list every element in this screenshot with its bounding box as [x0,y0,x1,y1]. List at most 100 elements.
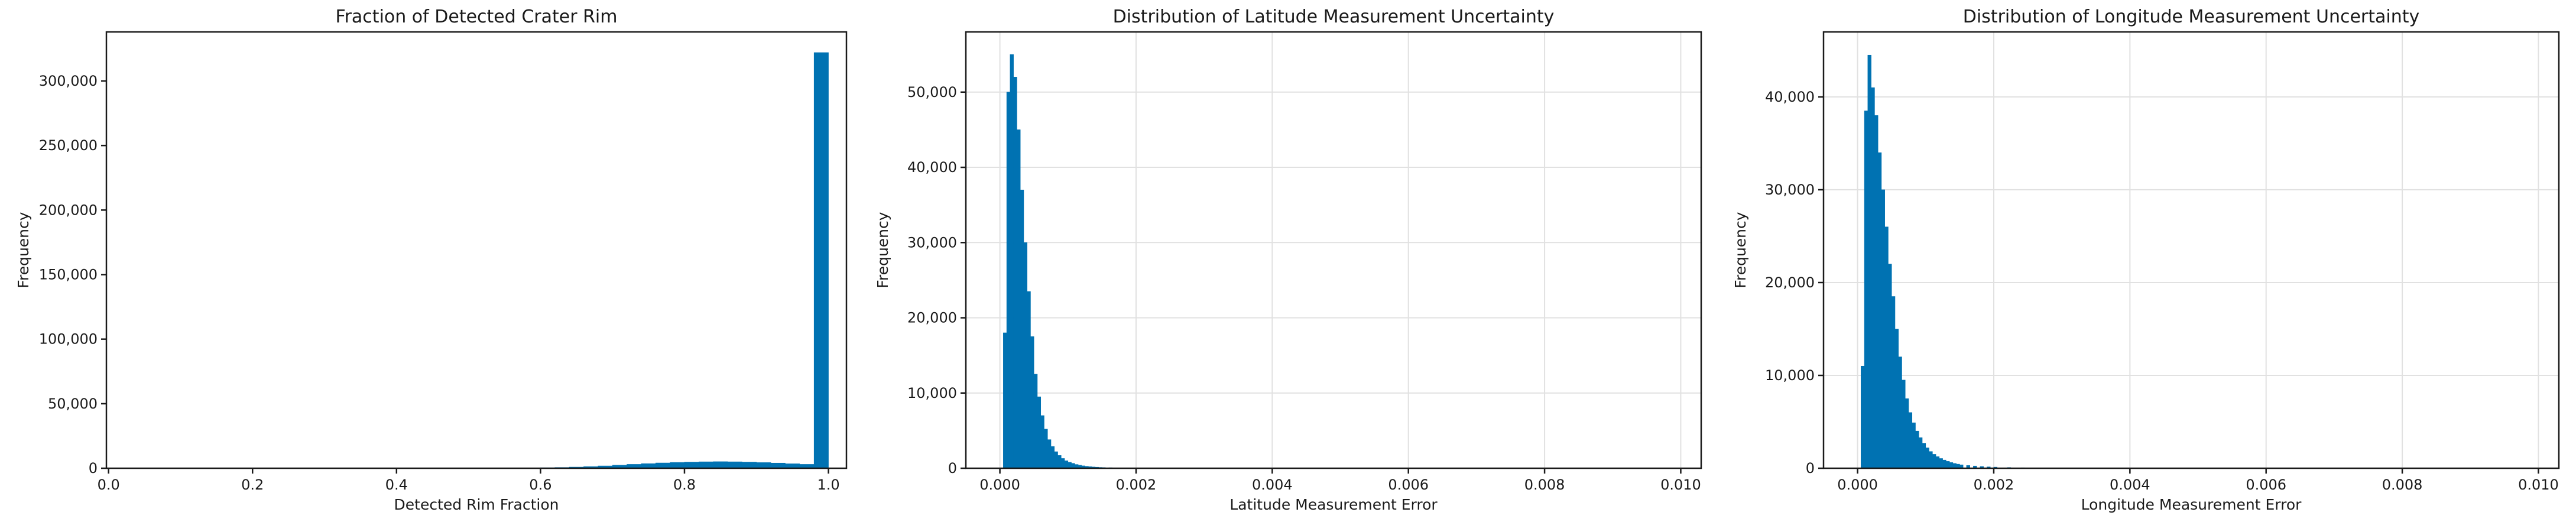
histogram-bar [1881,190,1885,468]
chart-title: Fraction of Detected Crater Rim [336,7,618,27]
x-tick-label: 0.002 [1974,477,2014,493]
chart-title: Distribution of Latitude Measurement Unc… [1113,7,1555,27]
histogram-bar [1017,129,1020,468]
y-tick-label: 100,000 [39,331,98,348]
histogram-bar [1044,429,1047,468]
histogram-bar [1929,452,1933,468]
y-tick-label: 0 [948,460,957,477]
histogram-bar [1926,448,1929,468]
histogram-bar [1020,190,1024,468]
histogram-bar [728,462,742,468]
x-tick-label: 0.6 [529,477,551,493]
histogram-bar [1058,455,1062,468]
x-axis-label: Detected Rim Fraction [394,496,559,513]
histogram-bar [1037,397,1041,468]
histogram-bar [1916,431,1919,468]
y-tick-label: 0 [1806,460,1815,477]
histogram-bar [1034,374,1037,468]
x-tick-label: 1.0 [817,477,839,493]
histogram-bar [757,462,771,468]
histogram-bar [1014,77,1017,468]
x-tick-label: 0.002 [1116,477,1157,493]
y-tick-label: 50,000 [48,396,98,412]
histogram-bar [1051,446,1055,468]
histogram-bar [1027,291,1031,468]
histogram-bar [1949,462,1953,468]
histogram-bar [1003,333,1007,468]
histogram-bar [684,462,699,468]
histogram-bar [771,463,785,468]
histogram-bar [1030,336,1034,468]
chart-title: Distribution of Longitude Measurement Un… [1963,7,2420,27]
histogram-bar [1885,227,1889,468]
histogram-bar [1065,461,1068,468]
histogram-bar [1055,452,1058,468]
histogram-bar [1861,366,1864,468]
histogram-bar [1024,242,1027,468]
x-tick-label: 0.000 [1837,477,1878,493]
x-tick-label: 0.006 [2246,477,2286,493]
histogram-bar [1932,454,1936,468]
y-tick-label: 30,000 [1765,182,1815,198]
y-tick-label: 150,000 [39,266,98,283]
x-tick-label: 0.000 [979,477,1020,493]
histogram-bar [1878,153,1881,468]
histogram-bar [1068,462,1072,468]
x-tick-label: 0.4 [385,477,408,493]
histogram-bar [814,53,828,468]
histogram-bar [1041,416,1044,468]
y-tick-label: 40,000 [1765,89,1815,105]
x-axis-label: Latitude Measurement Error [1229,496,1438,513]
histogram-bar [1895,329,1899,468]
histogram-bar [1864,111,1868,468]
y-tick-label: 50,000 [907,84,957,101]
histogram-bar [1892,297,1895,468]
x-tick-label: 0.2 [241,477,264,493]
histogram-bar [1919,438,1922,468]
histogram-bar [1912,423,1916,468]
histogram-bar [1899,357,1902,468]
histogram-bar [1007,92,1010,468]
histogram-bar [1905,398,1909,468]
x-tick-label: 0.004 [1252,477,1293,493]
y-tick-label: 0 [89,460,98,477]
y-axis-label: Frequency [1732,212,1749,288]
x-tick-label: 0.004 [2110,477,2150,493]
histogram-bar [1010,54,1014,468]
histogram-bar [1922,443,1926,468]
x-tick-label: 0.010 [1660,477,1701,493]
histogram-bar [1909,413,1912,468]
y-tick-label: 300,000 [39,73,98,89]
histogram-bar [1047,440,1051,468]
histogram-bar [1061,458,1065,468]
y-tick-label: 10,000 [1765,367,1815,384]
histogram-bar [1939,459,1943,468]
histogram-bar [1902,380,1905,468]
histogram-bar [713,462,728,468]
y-tick-label: 30,000 [907,234,957,251]
histogram-bar [1874,115,1878,468]
histogram-bar [1888,264,1892,468]
histogram-bar [670,462,684,468]
y-axis-label: Frequency [874,212,891,288]
histogram-bar [742,462,756,468]
y-tick-label: 40,000 [907,159,957,176]
x-tick-label: 0.010 [2518,477,2559,493]
histogram-bar [1946,461,1949,468]
x-tick-label: 0.0 [98,477,120,493]
histogram-bar [1868,55,1871,468]
y-tick-label: 20,000 [907,310,957,326]
y-tick-label: 200,000 [39,202,98,218]
x-tick-label: 0.8 [673,477,696,493]
histogram-bar [699,462,713,468]
y-tick-label: 250,000 [39,137,98,154]
y-tick-label: 20,000 [1765,274,1815,291]
x-tick-label: 0.008 [2382,477,2423,493]
histogram-bar [1936,456,1939,468]
histogram-bar [1943,460,1946,468]
x-tick-label: 0.006 [1388,477,1429,493]
x-axis-label: Longitude Measurement Error [2081,496,2302,513]
